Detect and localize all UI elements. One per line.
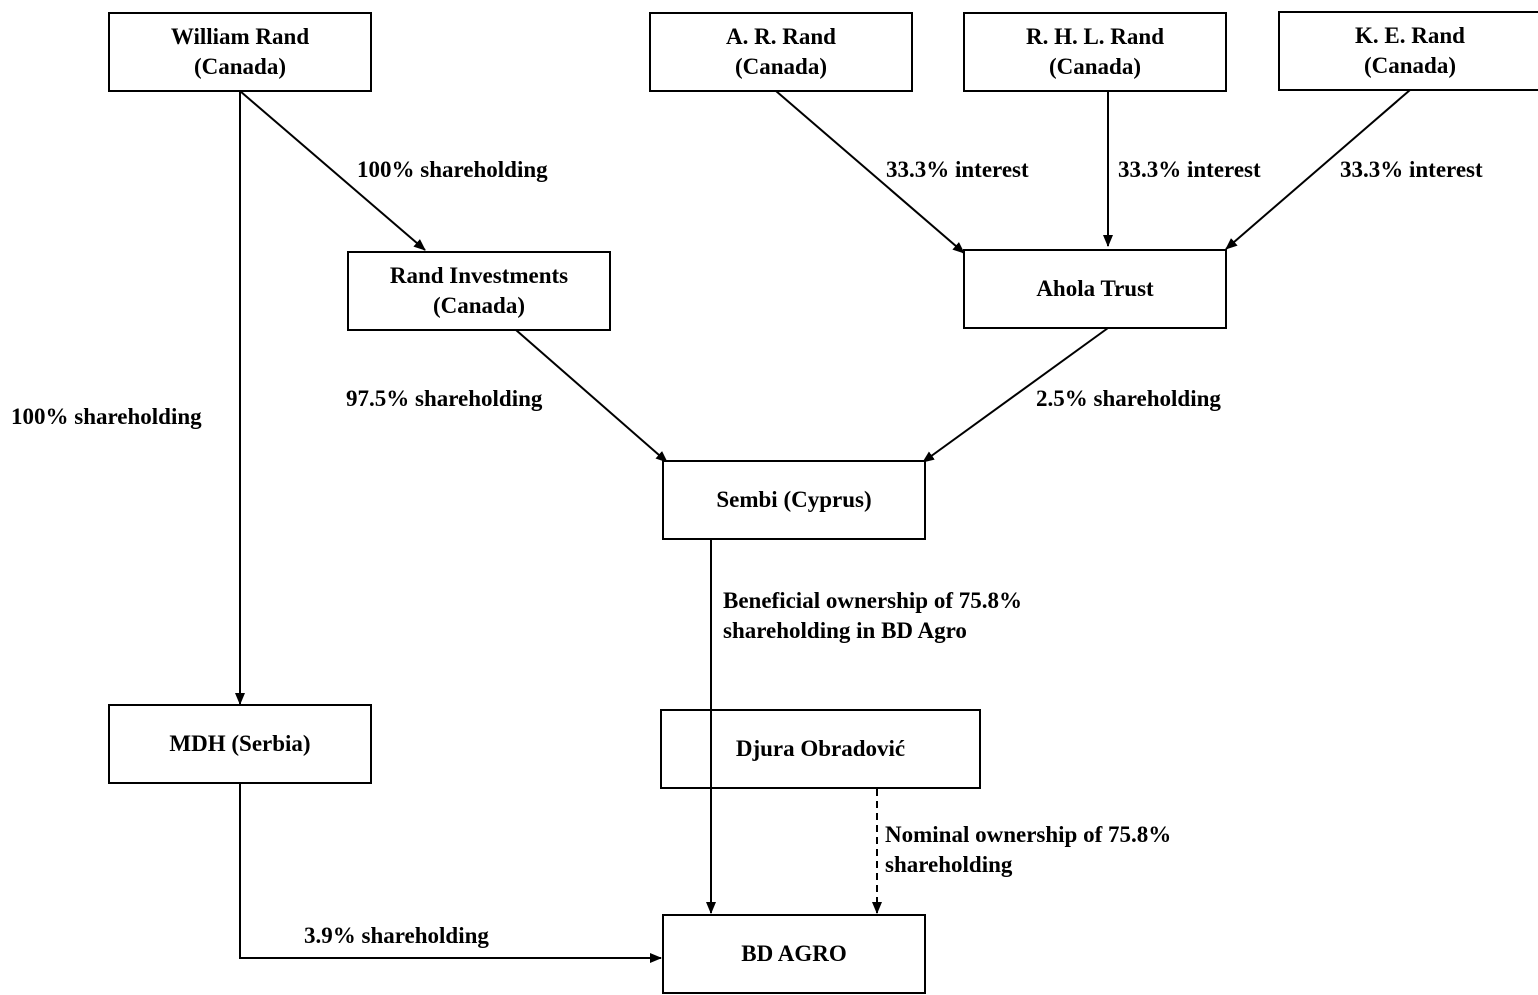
entity-name: K. E. Rand bbox=[1355, 23, 1465, 48]
entity-ke-rand: K. E. Rand (Canada) bbox=[1278, 11, 1538, 91]
label-william-to-rand-investments: 100% shareholding bbox=[357, 157, 548, 182]
entity-country: (Canada) bbox=[432, 293, 525, 318]
entity-ahola-trust: Ahola Trust bbox=[963, 249, 1227, 329]
arrow-ke-rand-to-ahola bbox=[1225, 89, 1411, 250]
entity-name: MDH (Serbia) bbox=[169, 731, 311, 756]
label-william-to-mdh: 100% shareholding bbox=[11, 404, 202, 429]
arrow-ahola-to-sembi bbox=[922, 327, 1109, 463]
entity-name: R. H. L. Rand bbox=[1025, 24, 1165, 49]
label-rand-investments-to-sembi: 97.5% shareholding bbox=[346, 386, 543, 411]
label-sembi-beneficial-line1: Beneficial ownership of 75.8% bbox=[723, 588, 1022, 613]
entity-name: Sembi (Cyprus) bbox=[716, 487, 872, 512]
entity-name: Ahola Trust bbox=[1036, 276, 1154, 301]
entity-name: BD AGRO bbox=[741, 941, 847, 966]
entity-sembi: Sembi (Cyprus) bbox=[662, 460, 926, 540]
label-rhl-rand-to-ahola: 33.3% interest bbox=[1118, 157, 1261, 182]
entity-rand-investments: Rand Investments (Canada) bbox=[347, 251, 611, 331]
entity-country: (Canada) bbox=[1363, 53, 1456, 78]
arrow-ar-rand-to-ahola bbox=[775, 90, 965, 254]
entity-name: A. R. Rand bbox=[726, 24, 836, 49]
entity-country: (Canada) bbox=[193, 54, 286, 79]
entity-mdh: MDH (Serbia) bbox=[108, 704, 372, 784]
entity-ar-rand: A. R. Rand (Canada) bbox=[649, 12, 913, 92]
entity-djura-obradovic: Djura Obradović bbox=[660, 709, 981, 789]
arrow-william-to-rand-investments bbox=[239, 90, 426, 251]
entity-country: (Canada) bbox=[1048, 54, 1141, 79]
entity-name: William Rand bbox=[170, 24, 310, 49]
entity-name: Djura Obradović bbox=[735, 736, 906, 761]
entity-rhl-rand: R. H. L. Rand (Canada) bbox=[963, 12, 1227, 92]
label-mdh-to-bd-agro: 3.9% shareholding bbox=[304, 923, 489, 948]
entity-william-rand: William Rand (Canada) bbox=[108, 12, 372, 92]
label-ahola-to-sembi: 2.5% shareholding bbox=[1036, 386, 1221, 411]
label-ke-rand-to-ahola: 33.3% interest bbox=[1340, 157, 1483, 182]
arrow-rand-investments-to-sembi bbox=[515, 329, 668, 463]
arrow-mdh-to-bd-agro bbox=[239, 784, 662, 963]
label-djura-nominal-line2: shareholding bbox=[885, 852, 1013, 877]
entity-name: Rand Investments bbox=[389, 263, 569, 288]
entity-country: (Canada) bbox=[734, 54, 827, 79]
label-sembi-beneficial-line2: shareholding in BD Agro bbox=[723, 618, 967, 643]
label-ar-rand-to-ahola: 33.3% interest bbox=[886, 157, 1029, 182]
entity-bd-agro: BD AGRO bbox=[662, 914, 926, 994]
label-djura-nominal-line1: Nominal ownership of 75.8% bbox=[885, 822, 1172, 847]
